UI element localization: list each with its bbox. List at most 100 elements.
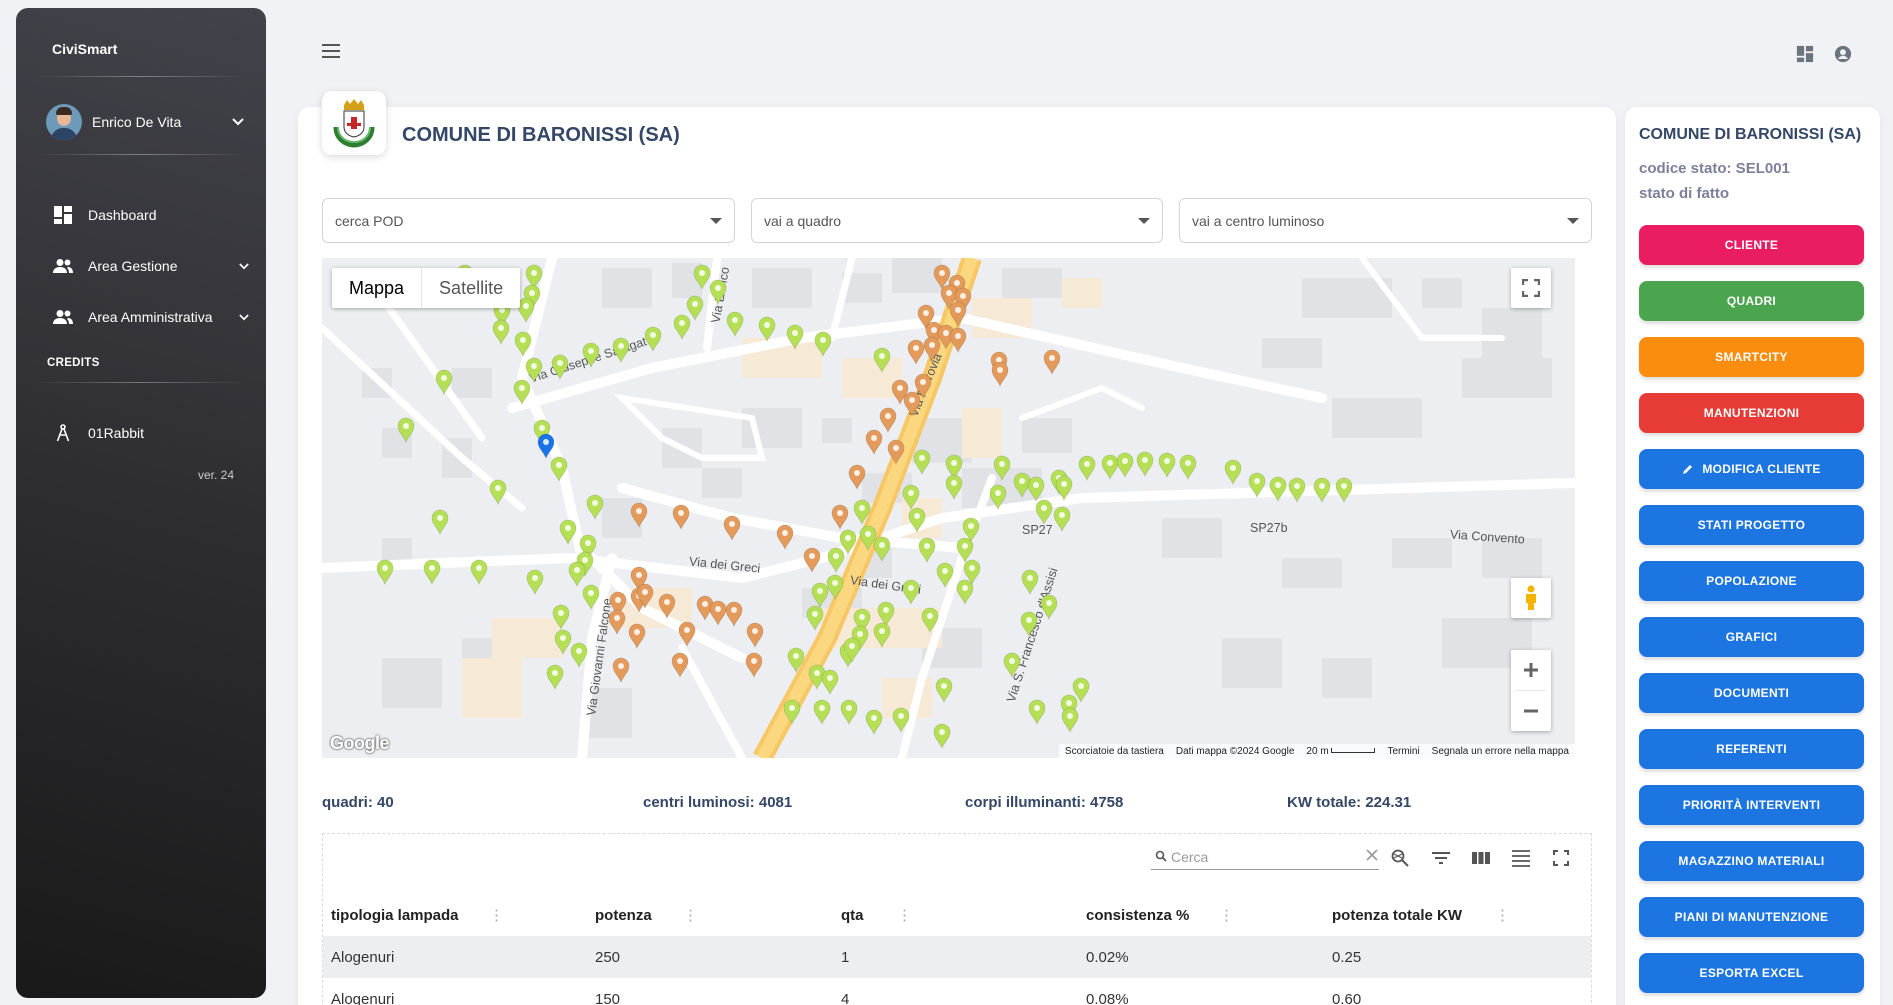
light-marker[interactable] [1055, 475, 1073, 502]
column-header[interactable]: consistenza % [1086, 906, 1190, 924]
sidebar-item-dashboard[interactable]: Dashboard [52, 197, 252, 233]
light-marker[interactable] [517, 297, 535, 324]
light-marker[interactable] [1021, 569, 1039, 596]
light-marker[interactable] [873, 347, 891, 374]
smartcity-button[interactable]: SMARTCITY [1639, 337, 1864, 377]
light-marker[interactable] [1248, 472, 1266, 499]
priorita-interventi-button[interactable]: PRIORITÀ INTERVENTI [1639, 785, 1864, 825]
light-marker[interactable] [636, 583, 654, 610]
light-marker[interactable] [693, 264, 711, 291]
light-marker[interactable] [814, 331, 832, 358]
light-marker[interactable] [923, 336, 941, 363]
light-marker[interactable] [709, 600, 727, 627]
table-search-input[interactable]: Cerca [1151, 844, 1379, 870]
light-marker[interactable] [1078, 455, 1096, 482]
zoom-out-button[interactable] [1511, 691, 1551, 731]
street-view-button[interactable] [1511, 578, 1551, 618]
light-marker[interactable] [776, 524, 794, 551]
light-marker[interactable] [917, 304, 935, 331]
light-marker[interactable] [612, 337, 630, 364]
sidebar-item-area-gestione[interactable]: Area Gestione [52, 248, 252, 284]
documenti-button[interactable]: DOCUMENTI [1639, 673, 1864, 713]
light-marker[interactable] [853, 499, 871, 526]
light-marker[interactable] [933, 264, 951, 291]
light-marker[interactable] [937, 324, 955, 351]
column-menu-icon[interactable]: ⋮ [489, 907, 504, 924]
grafici-button[interactable]: GRAFICI [1639, 617, 1864, 657]
light-marker[interactable] [376, 559, 394, 586]
light-marker[interactable] [630, 566, 648, 593]
light-marker[interactable] [935, 677, 953, 704]
columns-icon[interactable] [1469, 846, 1493, 870]
light-marker[interactable] [431, 509, 449, 536]
light-marker[interactable] [813, 699, 831, 726]
light-marker[interactable] [843, 637, 861, 664]
light-marker[interactable] [489, 479, 507, 506]
light-marker[interactable] [877, 601, 895, 628]
light-marker[interactable] [1020, 611, 1038, 638]
light-marker[interactable] [725, 601, 743, 628]
light-marker[interactable] [514, 331, 532, 358]
light-marker[interactable] [526, 569, 544, 596]
centro-select[interactable]: vai a centro luminoso [1179, 198, 1592, 243]
light-marker[interactable] [993, 455, 1011, 482]
column-menu-icon[interactable]: ⋮ [1495, 907, 1510, 924]
light-marker[interactable] [956, 579, 974, 606]
light-marker[interactable] [914, 373, 932, 400]
light-marker[interactable] [568, 561, 586, 588]
light-marker[interactable] [644, 326, 662, 353]
light-marker[interactable] [673, 314, 691, 341]
column-header[interactable]: potenza [595, 906, 652, 924]
account-circle-icon[interactable] [1833, 44, 1853, 64]
light-marker[interactable] [709, 279, 727, 306]
light-marker[interactable] [827, 547, 845, 574]
light-marker[interactable] [902, 579, 920, 606]
light-marker[interactable] [554, 629, 572, 656]
light-marker[interactable] [913, 449, 931, 476]
esporta-excel-button[interactable]: ESPORTA EXCEL [1639, 953, 1864, 993]
light-marker[interactable] [423, 559, 441, 586]
light-marker[interactable] [1043, 349, 1061, 376]
light-marker[interactable] [671, 652, 689, 679]
light-marker[interactable] [1061, 707, 1079, 734]
light-marker[interactable] [1003, 652, 1021, 679]
terms-link[interactable]: Termini [1387, 745, 1420, 757]
light-marker[interactable] [1040, 594, 1058, 621]
light-marker[interactable] [859, 525, 877, 552]
light-marker[interactable] [840, 699, 858, 726]
sidebar-item-area-amministrativa[interactable]: Area Amministrativa [52, 299, 252, 335]
light-marker[interactable] [945, 454, 963, 481]
column-header[interactable]: tipologia lampada [331, 906, 459, 924]
zoom-in-button[interactable] [1511, 650, 1551, 690]
light-marker[interactable] [746, 622, 764, 649]
light-marker[interactable] [678, 621, 696, 648]
column-menu-icon[interactable]: ⋮ [683, 907, 698, 924]
light-marker[interactable] [839, 529, 857, 556]
light-marker[interactable] [1158, 452, 1176, 479]
column-header[interactable]: potenza totale KW [1332, 906, 1462, 924]
map-markers[interactable] [322, 258, 1575, 758]
light-marker[interactable] [891, 379, 909, 406]
piani-di-manutenzione-button[interactable]: PIANI DI MANUTENZIONE [1639, 897, 1864, 937]
light-marker[interactable] [525, 264, 543, 291]
light-marker[interactable] [945, 474, 963, 501]
light-marker[interactable] [918, 537, 936, 564]
density-icon[interactable] [1509, 846, 1533, 870]
light-marker[interactable] [470, 559, 488, 586]
light-marker[interactable] [672, 504, 690, 531]
column-menu-icon[interactable]: ⋮ [897, 907, 912, 924]
light-marker[interactable] [723, 515, 741, 542]
column-header[interactable]: qta [841, 906, 864, 924]
light-marker[interactable] [936, 562, 954, 589]
manutenzioni-button[interactable]: MANUTENZIONI [1639, 393, 1864, 433]
light-marker[interactable] [630, 502, 648, 529]
light-marker[interactable] [903, 391, 921, 418]
light-marker[interactable] [1027, 476, 1045, 503]
light-marker[interactable] [546, 664, 564, 691]
light-marker[interactable] [579, 534, 597, 561]
light-marker[interactable] [1072, 677, 1090, 704]
light-marker[interactable] [853, 608, 871, 635]
light-marker[interactable] [949, 327, 967, 354]
light-marker[interactable] [1116, 452, 1134, 479]
clear-icon[interactable] [1365, 848, 1379, 865]
